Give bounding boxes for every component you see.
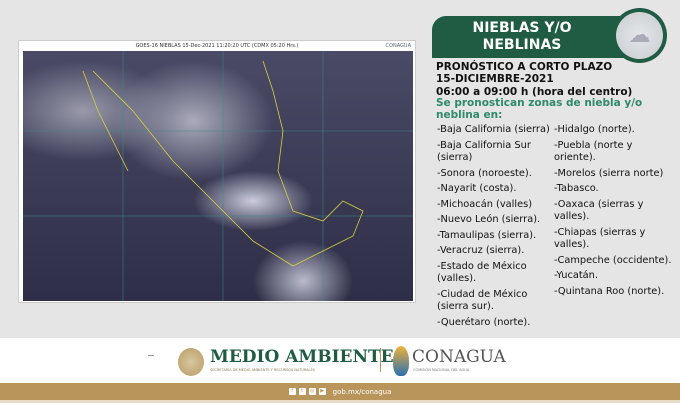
region-item: -Tabasco. (554, 183, 599, 194)
footer-logos (0, 338, 680, 383)
region-item: -Querétaro (norte). (437, 316, 531, 328)
region-item: -Baja California (sierra) (437, 124, 550, 135)
facebook-icon[interactable]: f (288, 388, 296, 395)
region-item: -Estado de México (valles). (437, 260, 527, 285)
conagua-subtitle: COMISIÓN NACIONAL DEL AGUA (413, 368, 470, 372)
footer-bar: f t ◎ ▶ gob.mx/conagua (0, 383, 680, 400)
title-line-1: NIEBLAS Y/O (472, 20, 572, 36)
region-item: -Nuevo León (sierra). (437, 214, 541, 225)
title-line-2: NEBLINAS (482, 37, 562, 53)
forecast-date: 15-DICIEMBRE-2021 (436, 73, 554, 85)
title-banner: NIEBLAS Y/O NEBLINAS (432, 16, 632, 58)
regions-column-1: -Baja California (sierra) -Baja Californ… (437, 124, 555, 332)
region-item: -Puebla (norte y oriente). (554, 139, 633, 164)
region-item: -Quintana Roo (norte). (554, 285, 665, 297)
region-item: -Tamaulipas (sierra). (437, 229, 537, 241)
divider (148, 355, 154, 356)
satellite-caption: GOES-16 NIEBLAS 15-Dec-2021 11:20:20 UTC… (135, 43, 299, 49)
forecast-time: 06:00 a 09:00 h (hora del centro) (436, 86, 633, 98)
twitter-icon[interactable]: t (298, 388, 306, 395)
satellite-image-frame: GOES-16 NIEBLAS 15-Dec-2021 11:20:20 UTC… (18, 40, 416, 303)
logo-divider (380, 348, 381, 372)
region-item: -Ciudad de México (sierra sur). (437, 288, 528, 313)
forecast-intro: Se pronostican zonas de niebla y/o nebli… (436, 97, 643, 121)
conagua-logo: CONAGUA (412, 347, 506, 367)
cloud-badge: ☁ (612, 8, 667, 63)
region-item: -Oaxaca (sierras y valles). (554, 198, 644, 223)
cloud-icon: ☁ (616, 12, 663, 59)
region-item: -Morelos (sierra norte) (554, 167, 664, 179)
national-seal-icon (178, 348, 204, 376)
bottom-line (0, 400, 680, 403)
region-item: -Baja California Sur (sierra) (437, 139, 531, 164)
region-item: -Hidalgo (norte). (554, 124, 635, 135)
region-item: -Campeche (occidente). (554, 254, 672, 266)
youtube-icon[interactable]: ▶ (318, 388, 326, 395)
region-item: -Nayarit (costa). (437, 183, 517, 194)
website-link[interactable]: gob.mx/conagua (332, 387, 392, 396)
region-item: -Chiapas (sierras y valles). (554, 226, 646, 251)
region-item: -Yucatán. (554, 270, 598, 281)
region-item: -Veracruz (sierra). (437, 245, 525, 256)
regions-column-2: -Hidalgo (norte). -Puebla (norte y orien… (554, 124, 676, 301)
map-grid (23, 51, 413, 301)
medio-ambiente-subtitle: SECRETARÍA DE MEDIO AMBIENTE Y RECURSOS … (210, 368, 315, 372)
forecast-type: PRONÓSTICO A CORTO PLAZO (436, 61, 613, 73)
conagua-icon (393, 346, 409, 376)
medio-ambiente-logo: MEDIO AMBIENTE (210, 347, 394, 367)
satellite-logo: CONAGUA (385, 43, 411, 49)
satellite-image (23, 51, 413, 301)
instagram-icon[interactable]: ◎ (308, 388, 316, 395)
region-item: -Sonora (noroeste). (437, 167, 532, 179)
region-item: -Michoacán (valles) (437, 198, 533, 210)
